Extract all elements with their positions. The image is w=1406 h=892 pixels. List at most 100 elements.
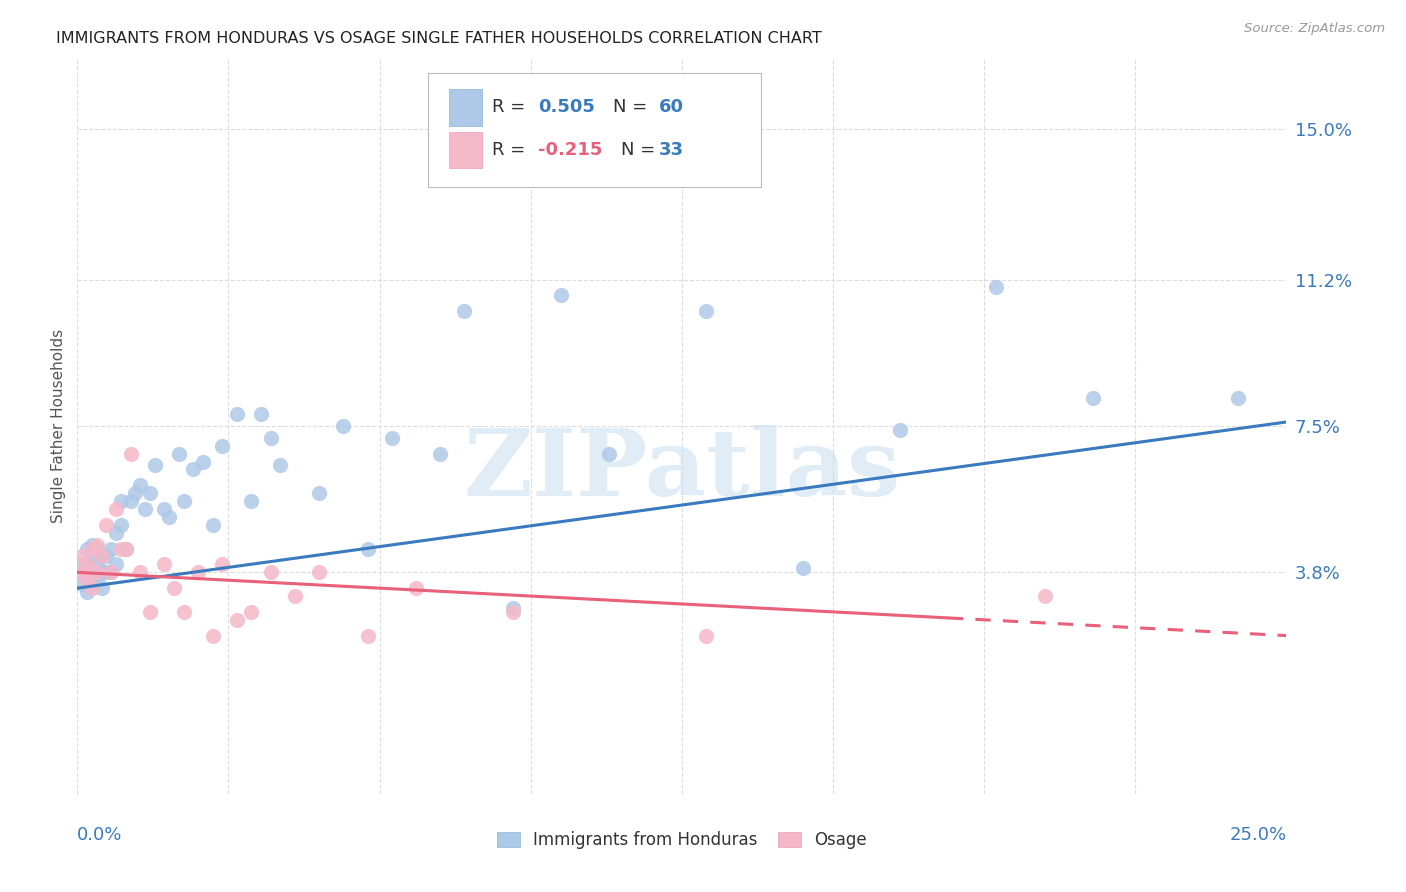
- Point: [792, 561, 814, 575]
- Point: [308, 486, 330, 500]
- Point: [90, 566, 112, 580]
- Point: [211, 558, 233, 572]
- Text: N =: N =: [621, 141, 661, 159]
- Text: 0.505: 0.505: [538, 98, 595, 116]
- Point: [453, 304, 475, 318]
- Text: 25.0%: 25.0%: [1229, 825, 1286, 844]
- Point: [70, 577, 93, 591]
- Point: [96, 566, 118, 580]
- Point: [308, 566, 330, 580]
- Point: [90, 581, 112, 595]
- Point: [90, 549, 112, 564]
- Point: [143, 458, 166, 473]
- Point: [96, 517, 118, 532]
- Point: [1081, 391, 1104, 405]
- Point: [105, 558, 128, 572]
- Point: [1227, 391, 1250, 405]
- Point: [695, 629, 717, 643]
- Point: [105, 502, 128, 516]
- Point: [110, 494, 132, 508]
- Point: [86, 541, 108, 556]
- Point: [100, 541, 122, 556]
- Point: [695, 304, 717, 318]
- Point: [114, 541, 136, 556]
- Point: [120, 447, 142, 461]
- Point: [240, 494, 263, 508]
- Point: [124, 486, 146, 500]
- Point: [100, 566, 122, 580]
- Point: [250, 407, 273, 421]
- FancyBboxPatch shape: [449, 89, 482, 126]
- Point: [100, 566, 122, 580]
- Point: [226, 613, 249, 627]
- Point: [120, 494, 142, 508]
- Point: [260, 566, 283, 580]
- Point: [86, 566, 108, 580]
- Point: [201, 517, 224, 532]
- Point: [173, 494, 195, 508]
- Text: 33: 33: [659, 141, 683, 159]
- Point: [70, 566, 93, 580]
- FancyBboxPatch shape: [427, 72, 761, 186]
- Point: [889, 423, 911, 437]
- Text: 0.0%: 0.0%: [77, 825, 122, 844]
- Point: [76, 541, 98, 556]
- Text: N =: N =: [613, 98, 652, 116]
- Point: [157, 510, 180, 524]
- Point: [405, 581, 427, 595]
- Point: [173, 605, 195, 619]
- Point: [129, 478, 152, 492]
- Text: 60: 60: [659, 98, 683, 116]
- Text: ZIPatlas: ZIPatlas: [464, 425, 900, 515]
- Point: [191, 454, 214, 468]
- Point: [76, 558, 98, 572]
- Point: [114, 541, 136, 556]
- Point: [381, 431, 404, 445]
- Point: [1033, 589, 1056, 603]
- Point: [153, 558, 176, 572]
- Point: [598, 447, 620, 461]
- Point: [153, 502, 176, 516]
- Point: [76, 573, 98, 587]
- Text: -0.215: -0.215: [538, 141, 602, 159]
- Point: [86, 573, 108, 587]
- Point: [139, 486, 162, 500]
- Point: [260, 431, 283, 445]
- Point: [269, 458, 291, 473]
- Point: [139, 605, 162, 619]
- Point: [356, 541, 378, 556]
- Point: [110, 541, 132, 556]
- Point: [129, 566, 152, 580]
- FancyBboxPatch shape: [449, 131, 482, 169]
- Point: [96, 549, 118, 564]
- Point: [76, 573, 98, 587]
- Legend: Immigrants from Honduras, Osage: Immigrants from Honduras, Osage: [491, 824, 873, 855]
- Point: [284, 589, 307, 603]
- Text: R =: R =: [492, 98, 531, 116]
- Text: IMMIGRANTS FROM HONDURAS VS OSAGE SINGLE FATHER HOUSEHOLDS CORRELATION CHART: IMMIGRANTS FROM HONDURAS VS OSAGE SINGLE…: [56, 31, 823, 46]
- Point: [80, 538, 103, 552]
- Point: [429, 447, 451, 461]
- Point: [332, 419, 354, 434]
- Point: [80, 541, 103, 556]
- Point: [211, 439, 233, 453]
- Point: [167, 447, 190, 461]
- Point: [201, 629, 224, 643]
- Point: [187, 566, 209, 580]
- Point: [105, 525, 128, 540]
- Point: [86, 558, 108, 572]
- Point: [163, 581, 186, 595]
- Point: [110, 517, 132, 532]
- Point: [80, 549, 103, 564]
- Point: [356, 629, 378, 643]
- Point: [986, 280, 1008, 294]
- Point: [76, 585, 98, 599]
- Point: [76, 558, 98, 572]
- Point: [86, 538, 108, 552]
- Point: [80, 577, 103, 591]
- Point: [134, 502, 156, 516]
- Point: [550, 288, 572, 302]
- Point: [70, 566, 93, 580]
- Point: [80, 566, 103, 580]
- Point: [70, 549, 93, 564]
